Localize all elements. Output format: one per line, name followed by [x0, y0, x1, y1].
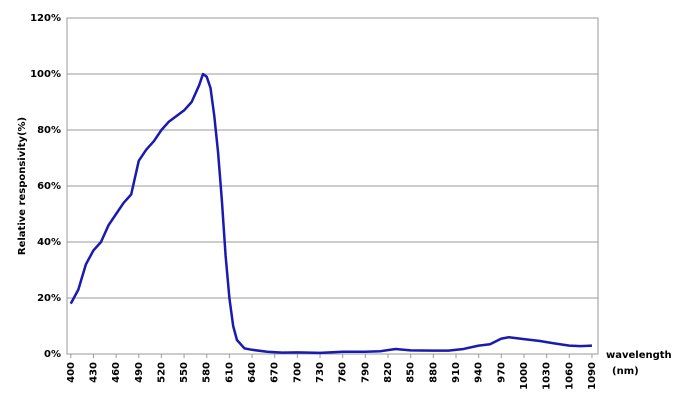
- y-tick-label: 60%: [37, 181, 61, 192]
- x-tick-label: 1030: [542, 362, 553, 390]
- x-tick-label: 640: [247, 362, 258, 383]
- x-tick-label: 400: [66, 362, 77, 383]
- x-tick-label: 730: [315, 362, 326, 383]
- y-tick-label: 120%: [30, 13, 61, 24]
- y-tick-label: 80%: [37, 125, 61, 136]
- x-tick-label: 610: [224, 362, 235, 383]
- x-tick-label: 820: [383, 362, 394, 383]
- x-tick-label: 760: [338, 362, 349, 383]
- x-tick-label: 520: [156, 362, 167, 383]
- x-tick-label: 910: [451, 362, 462, 383]
- x-tick-label: 850: [406, 362, 417, 383]
- x-tick-label: 700: [292, 362, 303, 383]
- y-tick-label: 40%: [37, 237, 61, 248]
- x-tick-label: 880: [428, 362, 439, 383]
- x-tick-label: 1090: [587, 362, 598, 390]
- x-tick-label: 790: [360, 362, 371, 383]
- x-tick-label: 1000: [519, 362, 530, 390]
- x-tick-label: 1060: [564, 362, 575, 390]
- x-tick-label: 940: [474, 362, 485, 383]
- y-tick-label: 0%: [44, 349, 61, 360]
- x-tick-label: 580: [202, 362, 213, 383]
- x-tick-label: 430: [88, 362, 99, 383]
- y-tick-label: 20%: [37, 293, 61, 304]
- y-axis-label: Relative responsivity(%): [17, 117, 28, 255]
- x-tick-label: 460: [111, 362, 122, 383]
- x-tick-label: 490: [134, 362, 145, 383]
- x-axis-label: wavelength: [606, 350, 672, 361]
- x-tick-label: 550: [179, 362, 190, 383]
- x-axis-unit: (nm): [612, 366, 639, 377]
- x-tick-label: 670: [270, 362, 281, 383]
- plot-frame: [66, 17, 599, 355]
- y-tick-label: 100%: [30, 69, 61, 80]
- x-tick-label: 970: [496, 362, 507, 383]
- data-line: [69, 72, 593, 355]
